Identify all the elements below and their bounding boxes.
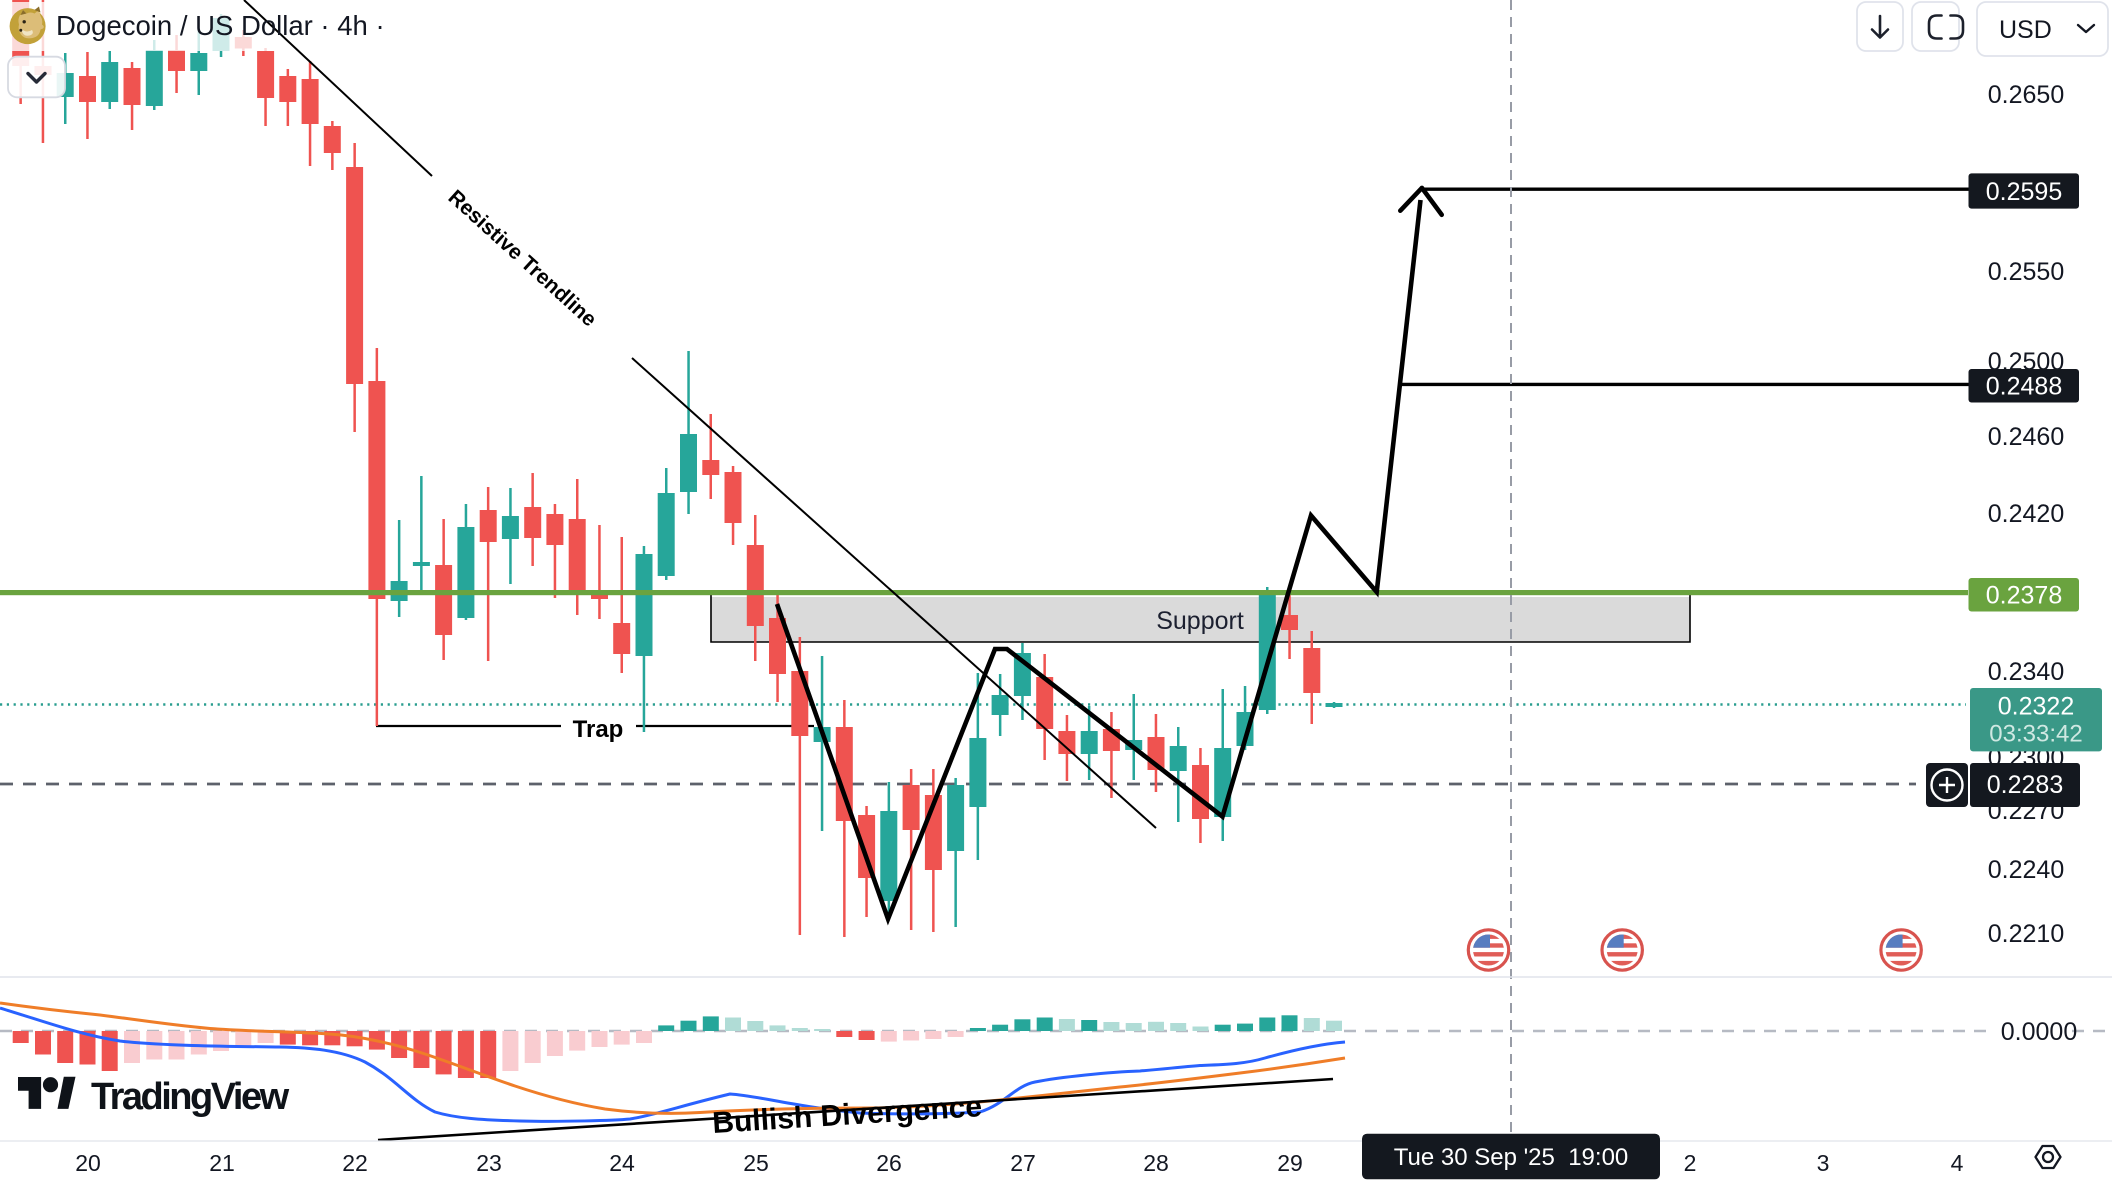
svg-text:27: 27 — [1010, 1150, 1036, 1176]
svg-text:0.2550: 0.2550 — [1988, 258, 2064, 286]
svg-text:TradingView: TradingView — [91, 1076, 290, 1118]
svg-text:3: 3 — [1817, 1150, 1830, 1176]
svg-text:0.2240: 0.2240 — [1988, 856, 2064, 884]
svg-text:Dogecoin / US Dollar · 4h ·: Dogecoin / US Dollar · 4h · — [56, 10, 385, 41]
svg-text:23: 23 — [476, 1150, 502, 1176]
svg-text:0.2210: 0.2210 — [1988, 920, 2064, 948]
svg-text:0.2322: 0.2322 — [1998, 693, 2074, 721]
svg-text:4: 4 — [1951, 1150, 1964, 1176]
svg-text:0.2595: 0.2595 — [1986, 178, 2062, 206]
svg-text:Resistive Trendline: Resistive Trendline — [444, 186, 601, 332]
svg-text:0.2460: 0.2460 — [1988, 423, 2064, 451]
svg-text:Support: Support — [1156, 607, 1244, 635]
svg-text:0.0000: 0.0000 — [2001, 1018, 2077, 1046]
svg-text:0.2650: 0.2650 — [1988, 81, 2064, 109]
svg-text:21: 21 — [209, 1150, 235, 1176]
svg-text:25: 25 — [743, 1150, 769, 1176]
svg-text:26: 26 — [876, 1150, 902, 1176]
svg-text:0.2378: 0.2378 — [1986, 582, 2062, 610]
svg-text:29: 29 — [1277, 1150, 1303, 1176]
svg-text:24: 24 — [609, 1150, 635, 1176]
svg-text:20: 20 — [75, 1150, 101, 1176]
svg-text:Tue 30 Sep '25 19:00: Tue 30 Sep '25 19:00 — [1394, 1144, 1629, 1171]
svg-text:22: 22 — [342, 1150, 368, 1176]
svg-text:0.2420: 0.2420 — [1988, 500, 2064, 528]
svg-text:0.2488: 0.2488 — [1986, 373, 2062, 401]
svg-text:Trap: Trap — [573, 716, 624, 743]
svg-text:0.2340: 0.2340 — [1988, 658, 2064, 686]
svg-text:USD: USD — [1999, 16, 2052, 44]
svg-text:28: 28 — [1143, 1150, 1169, 1176]
svg-text:2: 2 — [1684, 1150, 1697, 1176]
svg-text:03:33:42: 03:33:42 — [1989, 721, 2082, 748]
svg-text:0.2283: 0.2283 — [1987, 771, 2063, 799]
